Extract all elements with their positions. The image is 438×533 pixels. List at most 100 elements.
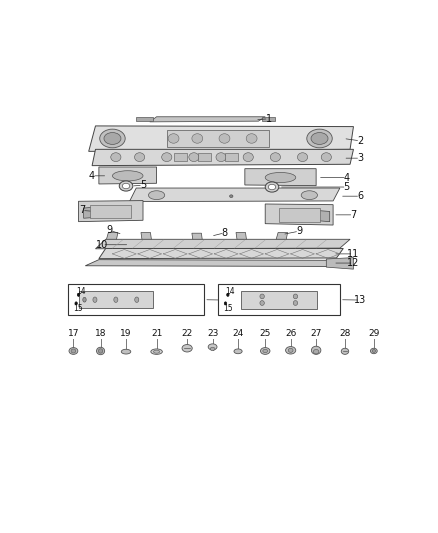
Ellipse shape (83, 297, 86, 302)
Ellipse shape (307, 129, 332, 148)
Text: 11: 11 (347, 249, 360, 259)
Text: 7: 7 (350, 210, 357, 220)
Ellipse shape (293, 301, 298, 305)
Ellipse shape (314, 350, 319, 354)
Ellipse shape (293, 294, 298, 299)
Ellipse shape (246, 134, 257, 143)
Polygon shape (88, 126, 353, 151)
Ellipse shape (121, 349, 131, 354)
Polygon shape (130, 188, 340, 201)
Ellipse shape (227, 293, 229, 296)
Ellipse shape (75, 302, 78, 305)
Ellipse shape (265, 172, 296, 183)
Polygon shape (265, 204, 333, 225)
Ellipse shape (263, 349, 268, 353)
Ellipse shape (192, 134, 203, 143)
Ellipse shape (78, 293, 80, 296)
Text: 6: 6 (357, 191, 363, 201)
Polygon shape (141, 232, 152, 243)
Ellipse shape (135, 297, 139, 302)
Polygon shape (262, 117, 276, 121)
Ellipse shape (151, 349, 162, 354)
Text: 3: 3 (357, 153, 363, 163)
Text: 19: 19 (120, 329, 132, 338)
Bar (174, 154, 187, 161)
Ellipse shape (260, 301, 264, 305)
Ellipse shape (341, 348, 349, 354)
Text: 9: 9 (106, 225, 112, 235)
Ellipse shape (208, 344, 217, 350)
Ellipse shape (268, 184, 276, 190)
Bar (167, 131, 268, 147)
Text: 22: 22 (181, 329, 193, 338)
Text: 7: 7 (79, 205, 85, 215)
Ellipse shape (111, 153, 121, 161)
Ellipse shape (311, 346, 321, 354)
Ellipse shape (224, 302, 227, 305)
Ellipse shape (210, 347, 215, 351)
Text: 10: 10 (96, 240, 108, 250)
Ellipse shape (219, 134, 230, 143)
Bar (225, 154, 238, 161)
Text: 29: 29 (368, 329, 379, 338)
Text: 15: 15 (223, 304, 233, 313)
Text: 2: 2 (357, 136, 364, 146)
Polygon shape (245, 168, 316, 185)
Text: 26: 26 (285, 329, 297, 338)
Polygon shape (106, 232, 118, 243)
Ellipse shape (99, 349, 103, 353)
Polygon shape (136, 117, 153, 121)
Polygon shape (85, 260, 346, 266)
Ellipse shape (114, 297, 118, 302)
Polygon shape (84, 206, 107, 218)
Ellipse shape (148, 191, 165, 199)
Ellipse shape (243, 153, 253, 161)
Polygon shape (92, 149, 353, 166)
Ellipse shape (162, 153, 172, 161)
Ellipse shape (372, 350, 375, 352)
Text: 14: 14 (225, 287, 235, 296)
Polygon shape (192, 233, 203, 244)
Ellipse shape (104, 133, 121, 144)
Polygon shape (99, 248, 343, 259)
Ellipse shape (230, 195, 233, 198)
Polygon shape (236, 232, 247, 243)
Text: 23: 23 (207, 329, 218, 338)
Polygon shape (276, 232, 288, 243)
Bar (78, 292, 153, 308)
Bar (218, 285, 340, 315)
Ellipse shape (297, 153, 307, 161)
Ellipse shape (288, 348, 293, 352)
Ellipse shape (113, 171, 143, 181)
Text: 5: 5 (343, 182, 350, 192)
Text: 13: 13 (354, 295, 366, 305)
Bar (198, 154, 211, 161)
Text: 18: 18 (95, 329, 106, 338)
Text: 28: 28 (339, 329, 351, 338)
Text: 1: 1 (265, 114, 272, 124)
Ellipse shape (189, 153, 199, 161)
Ellipse shape (216, 153, 226, 161)
Bar (90, 205, 131, 218)
Ellipse shape (234, 349, 242, 354)
Ellipse shape (321, 153, 332, 161)
Polygon shape (150, 117, 265, 122)
Ellipse shape (122, 183, 130, 189)
Polygon shape (307, 210, 330, 222)
Text: 15: 15 (74, 304, 83, 313)
Polygon shape (95, 239, 350, 249)
Ellipse shape (154, 350, 159, 353)
Ellipse shape (311, 133, 328, 144)
Ellipse shape (100, 129, 125, 148)
Ellipse shape (261, 348, 270, 354)
Text: 12: 12 (347, 258, 360, 268)
Ellipse shape (371, 348, 377, 354)
Ellipse shape (286, 346, 296, 354)
Polygon shape (99, 167, 156, 184)
Text: 25: 25 (260, 329, 271, 338)
Polygon shape (78, 200, 143, 222)
Text: 21: 21 (151, 329, 162, 338)
Polygon shape (326, 257, 353, 269)
Text: 4: 4 (344, 173, 350, 182)
Ellipse shape (301, 191, 318, 199)
